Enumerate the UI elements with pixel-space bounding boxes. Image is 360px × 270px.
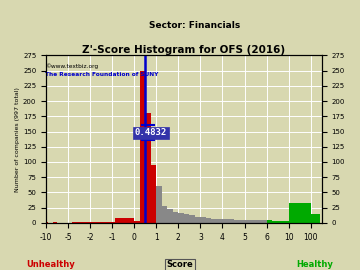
Bar (134, 221, 140, 223)
Bar (156, 186, 162, 223)
Bar (267, 220, 272, 223)
Bar (145, 113, 151, 223)
Text: The Research Foundation of SUNY: The Research Foundation of SUNY (45, 72, 158, 77)
Bar (201, 217, 206, 223)
Bar (96, 222, 115, 223)
Bar (272, 221, 289, 223)
Bar (289, 203, 311, 223)
Bar (289, 221, 311, 223)
Bar (173, 212, 178, 223)
Bar (115, 218, 134, 223)
Bar (167, 210, 173, 223)
Text: ©www.textbiz.org: ©www.textbiz.org (45, 63, 98, 69)
Text: 0.4832: 0.4832 (135, 128, 167, 137)
Bar (140, 71, 145, 223)
Bar (178, 213, 184, 223)
Bar (228, 219, 234, 223)
Bar (239, 220, 244, 223)
Bar (53, 222, 57, 223)
Bar (206, 218, 211, 223)
Bar (256, 220, 267, 223)
Bar (244, 220, 256, 223)
Bar (211, 218, 217, 223)
Bar (162, 206, 167, 223)
Bar (46, 222, 48, 223)
Title: Z'-Score Histogram for OFS (2016): Z'-Score Histogram for OFS (2016) (82, 45, 285, 55)
Bar (151, 165, 156, 223)
Bar (195, 217, 201, 223)
Text: Score: Score (167, 260, 193, 269)
Bar (234, 220, 239, 223)
Text: Unhealthy: Unhealthy (26, 260, 75, 269)
Y-axis label: Number of companies (997 total): Number of companies (997 total) (15, 87, 20, 192)
Bar (311, 214, 320, 223)
Bar (72, 222, 79, 223)
Bar (189, 215, 195, 223)
Bar (217, 218, 222, 223)
Bar (79, 222, 86, 223)
Text: Healthy: Healthy (297, 260, 333, 269)
Bar (184, 214, 189, 223)
Bar (86, 222, 96, 223)
Text: Sector: Financials: Sector: Financials (149, 21, 240, 30)
Bar (222, 219, 228, 223)
